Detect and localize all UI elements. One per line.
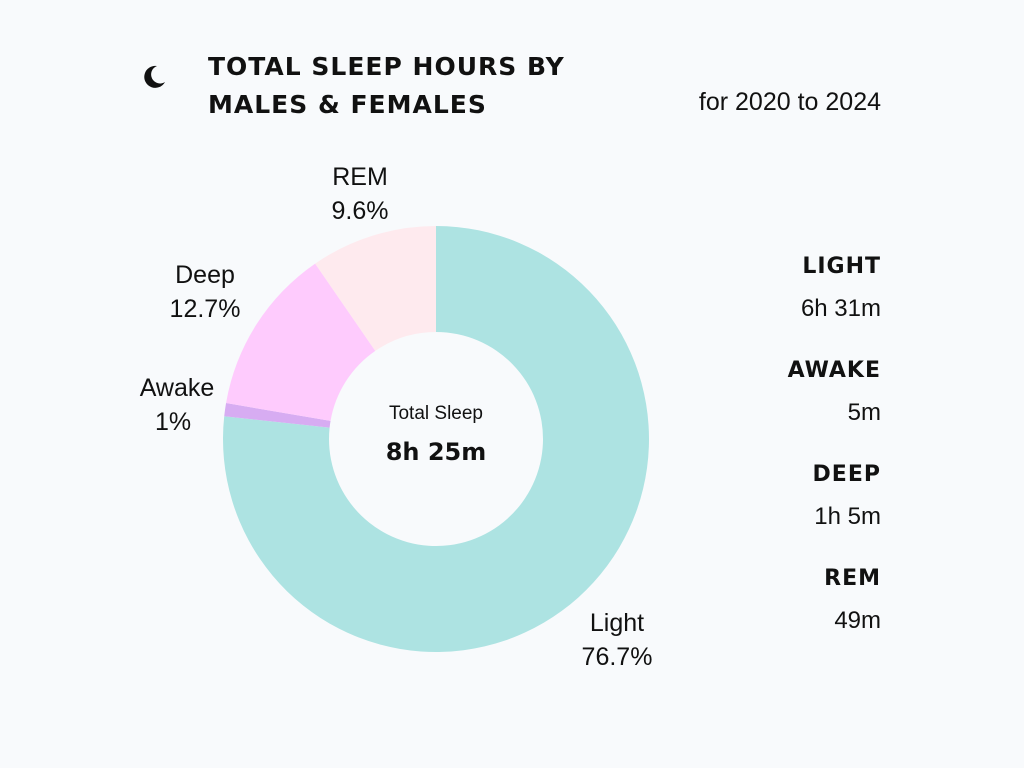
legend: LIGHT 6h 31m AWAKE 5m DEEP 1h 5m REM 49m [788,252,881,668]
slice-label-rem-name: REM [332,163,388,191]
slice-label-rem: REM 9.6% [310,160,410,228]
slice-label-deep: Deep 12.7% [155,258,255,326]
slice-label-awake-name: Awake [139,374,215,402]
legend-value-rem: 49m [834,607,881,634]
slice-label-rem-value: 9.6% [331,197,389,225]
slice-label-awake-value: 1% [155,408,192,436]
slice-label-deep-name: Deep [175,261,235,289]
moon-icon [144,65,165,88]
legend-item-light: LIGHT 6h 31m [788,252,881,356]
legend-value-awake: 5m [847,399,881,426]
legend-value-light: 6h 31m [800,295,881,322]
center-title: Total Sleep [388,403,483,424]
chart-title-line-1: TOTAL SLEEP HOURS BY [208,52,565,81]
slice-label-light: Light 76.7% [567,606,667,674]
legend-name-light: LIGHT [802,254,881,279]
donut-slice-deep [226,263,376,421]
legend-item-awake: AWAKE 5m [788,356,881,460]
donut-slice-awake [224,403,331,428]
chart-title: TOTAL SLEEP HOURS BY MALES & FEMALES [208,48,565,124]
donut-slice-light [222,226,650,652]
chart-title-line-2: MALES & FEMALES [208,90,487,119]
legend-name-rem: REM [824,566,881,591]
chart-subtitle: for 2020 to 2024 [698,88,881,116]
legend-item-rem: REM 49m [788,564,881,668]
slice-label-deep-value: 12.7% [169,295,241,323]
slice-label-awake: Awake 1% [127,371,227,439]
slice-label-light-name: Light [589,609,645,637]
slice-label-light-value: 76.7% [581,643,653,671]
legend-value-deep: 1h 5m [814,503,881,530]
legend-name-deep: DEEP [812,462,881,487]
donut-slice-rem [315,226,436,351]
legend-name-awake: AWAKE [787,358,881,383]
legend-item-deep: DEEP 1h 5m [788,460,881,564]
center-value: 8h 25m [385,438,487,466]
